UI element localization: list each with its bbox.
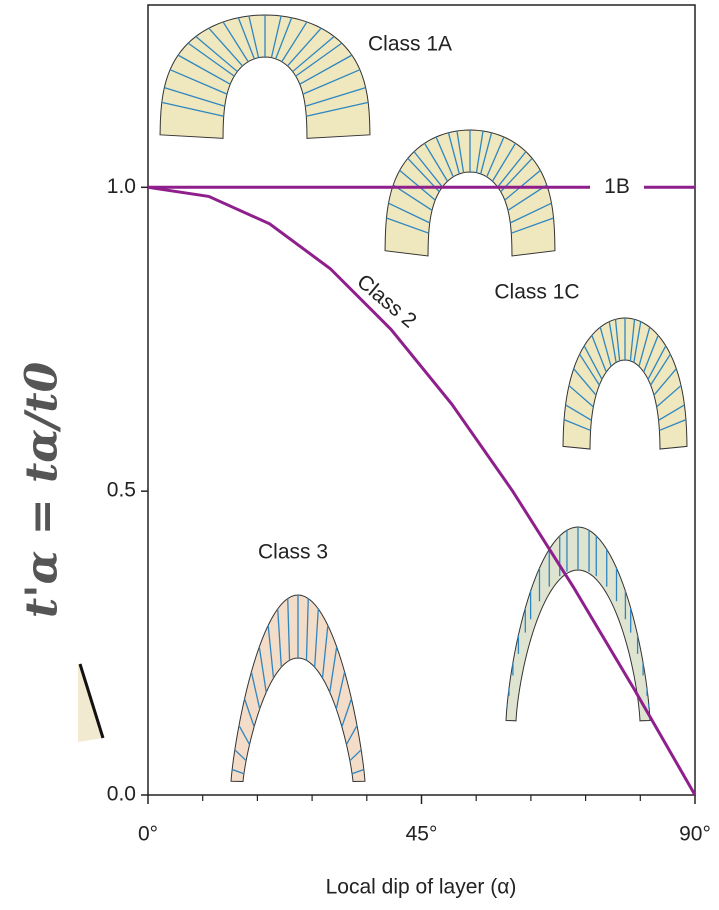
fold-line (299, 54, 353, 85)
fold-line (286, 27, 322, 67)
fold-line (486, 136, 505, 178)
y-tick-label: 0.5 (107, 479, 136, 502)
fold-line (599, 327, 612, 367)
fold-line (349, 749, 362, 762)
x-axis-label: Local dip of layer (α) (326, 876, 517, 899)
annotation: Class 1A (368, 33, 452, 56)
fold-line (563, 418, 591, 432)
fold (159, 14, 371, 139)
fold-line (258, 646, 267, 693)
fold-line (314, 608, 319, 668)
x-tick-label: 45° (406, 823, 438, 846)
fold-line (568, 385, 594, 408)
fold-line (388, 202, 431, 224)
fold-line (187, 42, 235, 77)
crop-artifact (78, 663, 105, 739)
annotation: Class 3 (258, 541, 328, 564)
fold (230, 594, 366, 783)
fold-line (195, 35, 238, 73)
fold-line (608, 321, 617, 363)
fold-line (511, 217, 554, 234)
fold-line (475, 130, 484, 173)
fold (505, 526, 651, 722)
fold-line (302, 69, 361, 95)
fold-line (335, 671, 346, 710)
fold-line (573, 368, 597, 396)
fold-line (248, 15, 260, 58)
fold (562, 317, 688, 450)
fold-line (565, 404, 592, 421)
fold-line (447, 132, 460, 175)
plot-frame (147, 4, 696, 796)
y-tick-label: 1.0 (107, 175, 136, 198)
fold-line (243, 698, 255, 728)
fold-line (392, 184, 433, 211)
fold-line (647, 345, 667, 380)
fold-line (423, 142, 449, 182)
fold-line (270, 15, 282, 58)
fold-line (281, 21, 308, 63)
fold-line (305, 598, 309, 661)
fold-line (629, 319, 636, 361)
fold-line (267, 625, 275, 679)
fold-line (250, 671, 261, 710)
fold-line (399, 169, 436, 201)
fold-line (305, 87, 366, 107)
fold-line (591, 335, 607, 373)
fold-line (238, 725, 251, 745)
fold-line (579, 353, 600, 386)
fold-line (491, 142, 517, 182)
fold-line (231, 768, 245, 775)
fold-line (638, 327, 651, 367)
fold-line (177, 54, 231, 85)
fold-line (480, 132, 493, 175)
fold (384, 129, 556, 257)
fold-line (504, 169, 541, 201)
series-label: 1B (604, 175, 630, 198)
series-line (147, 185, 697, 796)
annotation: Class 1C (494, 281, 579, 304)
fold-line (386, 217, 429, 234)
fold-line (507, 184, 548, 211)
label-background (590, 175, 644, 200)
fold-line (633, 321, 642, 363)
fold-line (234, 749, 247, 762)
fold-line (643, 335, 659, 373)
fold-line (435, 136, 454, 178)
fold-line (222, 21, 249, 63)
x-tick-label: 90° (679, 823, 711, 846)
fold-line (509, 202, 552, 224)
fold-line (650, 353, 671, 386)
fold-line (345, 725, 358, 745)
fold-line (161, 101, 224, 117)
fold-line (413, 151, 443, 188)
fold-line (497, 151, 527, 188)
fold-line (583, 345, 603, 380)
fold-line (341, 698, 353, 728)
y-tick-label: 0.0 (107, 783, 136, 806)
fold-line (287, 598, 291, 661)
fold-line (306, 101, 369, 117)
fold-line (295, 42, 343, 77)
fold-line (456, 130, 465, 173)
fold-line (321, 625, 329, 679)
fold-line (329, 646, 338, 693)
fold-line (658, 404, 685, 421)
fold-line (275, 17, 293, 60)
fold-line (351, 768, 365, 775)
fold-line (164, 87, 225, 107)
fold-line (169, 69, 228, 95)
y-axis-label: t'α = tα/t0 (17, 361, 68, 618)
fold-line (208, 27, 244, 67)
fold-line (277, 608, 282, 668)
fold-line (292, 35, 335, 73)
fold-line (653, 368, 677, 396)
fold-line (656, 385, 682, 408)
fold-line (614, 319, 621, 361)
fold-line (237, 17, 255, 60)
fold-line (659, 418, 687, 432)
fold-illustrations (159, 14, 688, 783)
x-tick-label: 0° (138, 823, 158, 846)
